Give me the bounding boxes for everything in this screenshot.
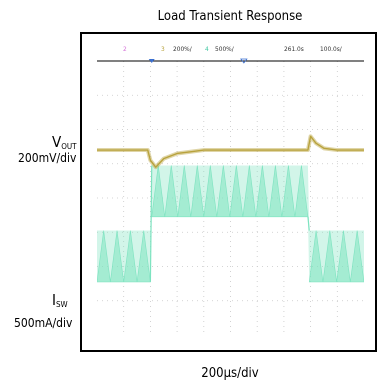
vout-trace-band bbox=[97, 134, 364, 170]
isw-envelope bbox=[97, 165, 364, 282]
x-axis-label: 200µs/div bbox=[201, 366, 259, 381]
isw-scale-label: 500mA/div bbox=[14, 316, 73, 330]
isw-ripple bbox=[97, 230, 151, 283]
isw-label: ISW bbox=[52, 291, 68, 309]
header-ch3: 3 bbox=[161, 45, 165, 53]
header-ch4-scale: 500%/ bbox=[215, 45, 234, 53]
header-ch4: 4 bbox=[205, 45, 209, 53]
header-ch2: 2 bbox=[123, 45, 127, 53]
isw-ripple bbox=[151, 165, 309, 218]
header-timebase: 100.0s/ bbox=[320, 45, 342, 53]
vout-scale-label: 200mV/div bbox=[18, 151, 77, 165]
isw-ripple bbox=[308, 230, 364, 283]
oscilloscope-plot: 2 3 200%/ 4 500%/ 261.0s 100.0s/ bbox=[97, 45, 364, 335]
center-marker bbox=[240, 58, 248, 64]
vout-label: VOUT bbox=[52, 133, 77, 151]
isw-edge bbox=[149, 165, 153, 282]
chart-title: Load Transient Response bbox=[157, 9, 303, 24]
vout-trace bbox=[97, 135, 364, 168]
header-time: 261.0s bbox=[284, 45, 304, 53]
trigger-marker bbox=[148, 59, 155, 63]
plot-frame bbox=[80, 32, 377, 352]
isw-edge bbox=[307, 216, 310, 231]
header-ch3-scale: 200%/ bbox=[173, 45, 192, 53]
